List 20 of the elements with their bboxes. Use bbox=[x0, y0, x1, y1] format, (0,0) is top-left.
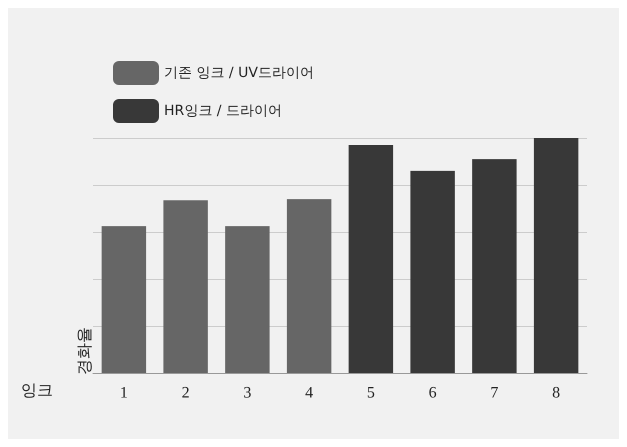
bar bbox=[534, 138, 578, 373]
bar bbox=[163, 200, 208, 373]
x-tick-label: 1 bbox=[120, 384, 128, 402]
legend-label: 기존 잉크 / UV드라이어 bbox=[164, 65, 314, 81]
bar bbox=[286, 199, 332, 373]
bar bbox=[225, 226, 270, 373]
x-tick-label: 5 bbox=[366, 384, 375, 402]
legend-label: HR잉크 / 드라이어 bbox=[164, 103, 282, 119]
x-tick-label: 6 bbox=[428, 384, 437, 402]
bar bbox=[348, 145, 394, 373]
y-axis-title: 경화율 bbox=[76, 327, 94, 375]
bar bbox=[410, 170, 455, 373]
x-tick-label: 2 bbox=[182, 384, 190, 402]
x-tick-label: 7 bbox=[490, 384, 498, 402]
x-tick-label: 4 bbox=[305, 384, 314, 402]
x-tick-label: 3 bbox=[243, 384, 252, 402]
x-axis-title: 잉크 bbox=[21, 382, 53, 400]
bar bbox=[102, 226, 146, 373]
x-tick-label: 8 bbox=[552, 384, 560, 402]
bar bbox=[472, 159, 517, 373]
